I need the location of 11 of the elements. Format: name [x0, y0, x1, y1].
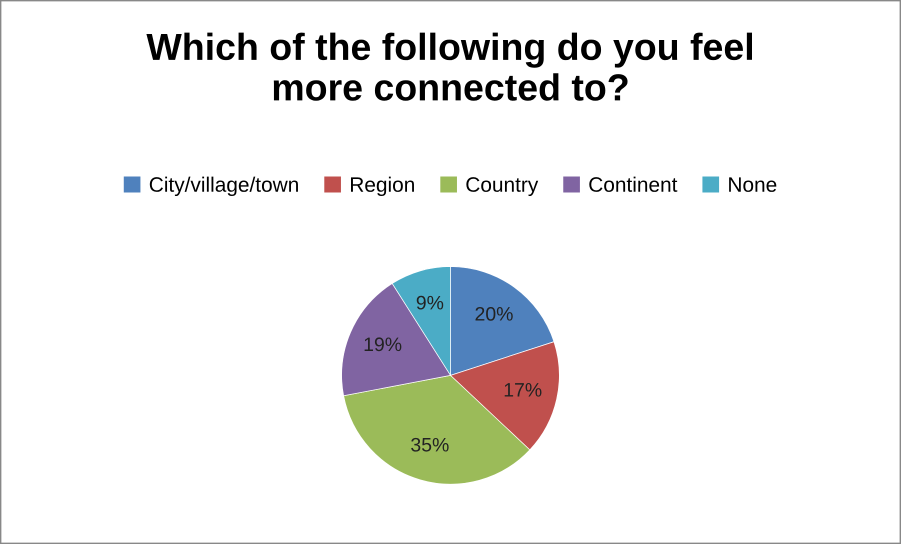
chart-title: Which of the following do you feel more connected to? [146, 32, 752, 101]
data-label: 19% [364, 337, 402, 352]
data-label: 35% [411, 438, 449, 452]
legend-label: Region [351, 176, 414, 196]
legend-label: Country [466, 177, 538, 196]
legend-label: City/village/town [150, 176, 298, 196]
data-label: 9% [416, 296, 444, 310]
data-label: 17% [504, 383, 542, 397]
data-label: 20% [476, 306, 513, 321]
legend-label: None [729, 177, 776, 192]
legend-label: Continent [589, 176, 678, 192]
